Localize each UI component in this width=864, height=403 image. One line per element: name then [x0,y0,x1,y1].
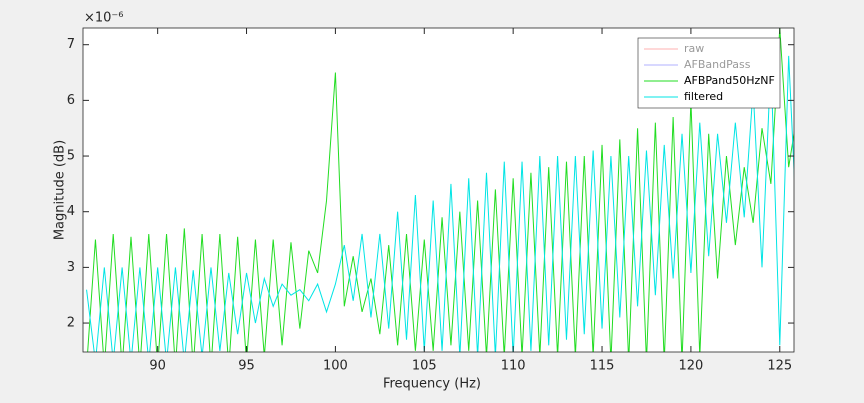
y-axis-label: Magnitude (dB) [53,140,68,240]
x-axis-label: Frequency (Hz) [383,377,481,392]
x-tick-label: 120 [678,359,703,374]
x-tick-label: 90 [149,359,166,374]
x-tick-label: 110 [501,359,526,374]
y-tick-label: 5 [67,149,75,164]
series-line [87,28,794,352]
x-tick-label: 100 [323,359,348,374]
legend: raw AFBandPass AFBPand50HzNF filtered [637,37,781,109]
y-tick-label: 2 [67,316,75,331]
legend-label: raw [684,42,704,55]
y-tick-label: 4 [67,204,75,219]
legend-label: AFBandPass [684,58,751,71]
series-line [86,55,794,352]
x-tick-label: 125 [767,359,792,374]
axes-box [82,27,795,353]
plot-lines [86,28,794,352]
y-tick-label: 6 [67,93,75,108]
legend-label: filtered [684,90,723,103]
x-tick-label: 95 [238,359,255,374]
y-exponent: ×10⁻⁶ [84,11,124,26]
x-tick-label: 115 [590,359,615,374]
y-tick-label: 3 [67,260,75,275]
y-tick-label: 7 [67,37,75,52]
legend-box [637,37,781,109]
x-tick-label: 105 [412,359,437,374]
legend-label: AFBPand50HzNF [684,74,775,87]
